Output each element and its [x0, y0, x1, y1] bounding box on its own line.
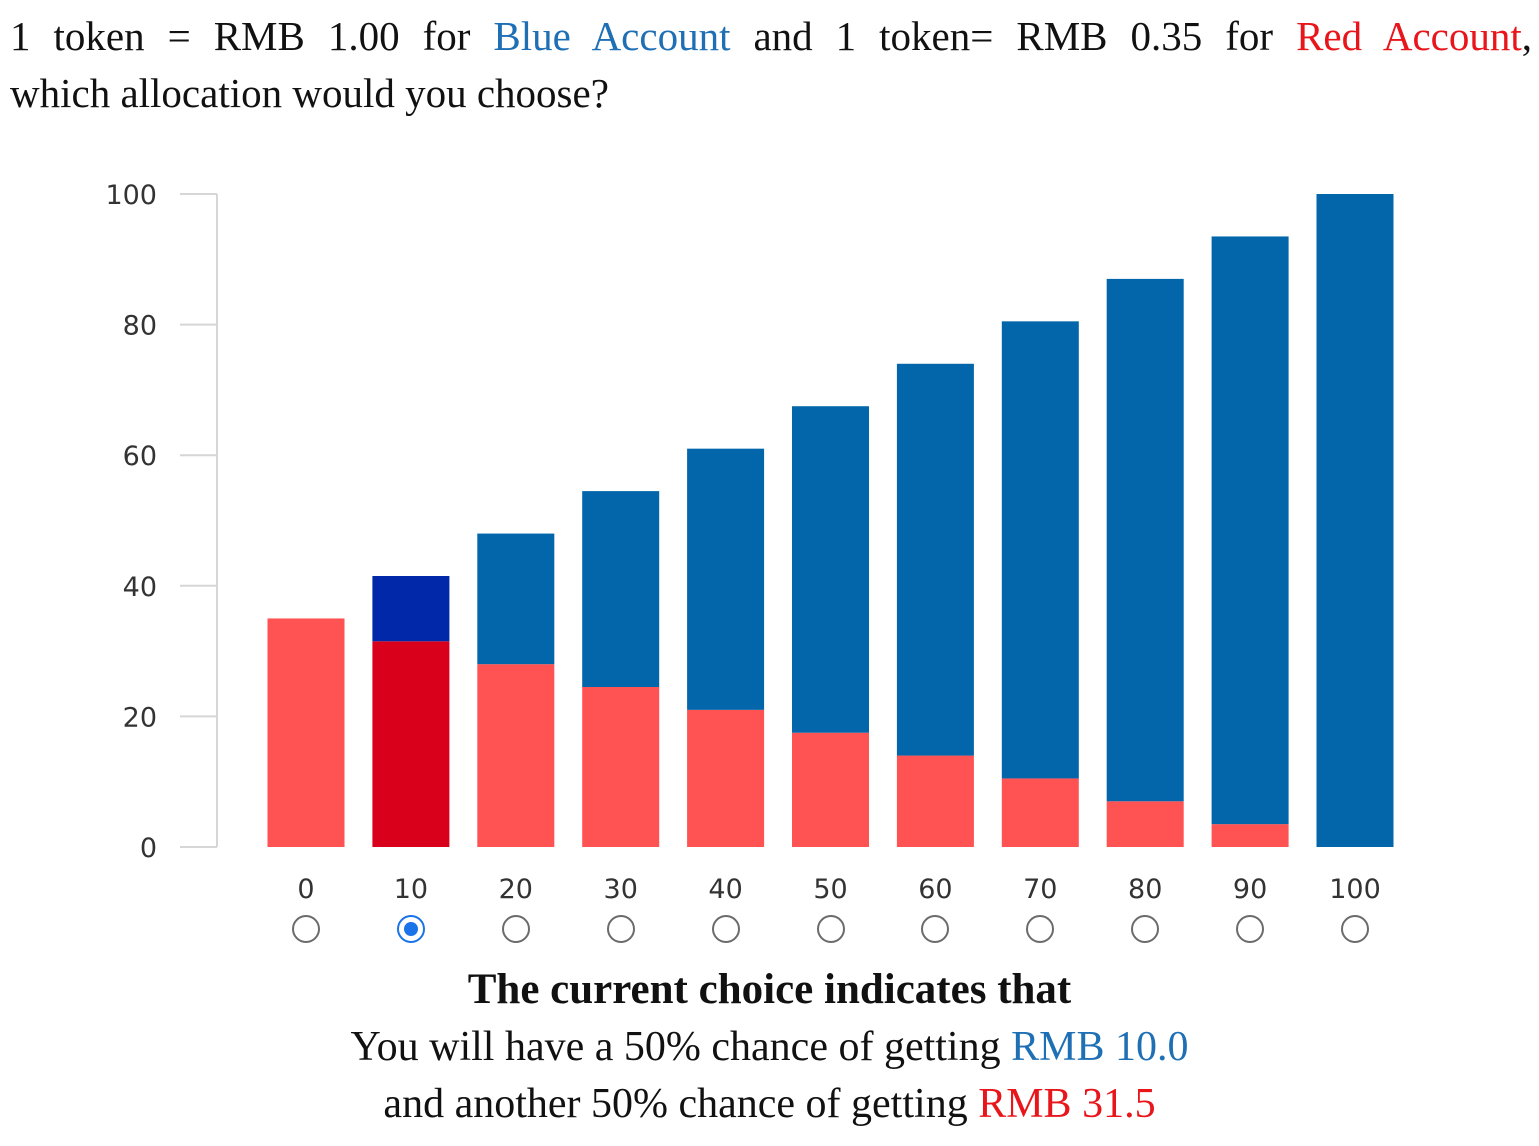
x-tick-label: 50: [813, 874, 847, 905]
question-part3: ,: [1521, 13, 1533, 59]
x-tick-label: 30: [604, 874, 638, 905]
summary-red-amount: RMB 31.5: [978, 1081, 1156, 1127]
allocation-radio-80[interactable]: [1131, 915, 1160, 943]
x-tick-label: 100: [1329, 874, 1381, 905]
y-tick-label: 0: [140, 833, 157, 864]
question-part1: 1 token = RMB 1.00 for: [10, 13, 494, 59]
allocation-radio-20[interactable]: [501, 915, 530, 943]
summary-line-2: and another 50% chance of getting RMB 31…: [0, 1076, 1539, 1132]
bar-blue-90: [1211, 236, 1289, 825]
allocation-radio-40[interactable]: [711, 915, 740, 943]
x-tick-label: 60: [918, 874, 952, 905]
bar-red-50: [792, 732, 869, 847]
y-tick-label: 60: [123, 441, 157, 472]
bar-blue-30: [582, 491, 660, 688]
summary-title: The current choice indicates that: [467, 966, 1072, 1013]
x-tick-label: 90: [1233, 874, 1267, 905]
question-part2: and 1 token= RMB 0.35 for: [730, 13, 1297, 59]
x-tick-label: 40: [708, 874, 742, 905]
question-text: 1 token = RMB 1.00 for Blue Account and …: [10, 8, 1532, 122]
x-tick-label: 0: [297, 874, 314, 905]
y-tick-label: 20: [123, 702, 157, 733]
x-tick-label: 70: [1023, 874, 1057, 905]
allocation-radio-70[interactable]: [1026, 915, 1055, 943]
bar-red-90: [1211, 824, 1289, 847]
bar-blue-80: [1106, 278, 1184, 802]
allocation-radio-60[interactable]: [921, 915, 950, 943]
bar-red-20: [477, 664, 555, 847]
allocation-radio-30[interactable]: [606, 915, 635, 943]
bar-blue-20: [477, 533, 555, 665]
allocation-radio-100[interactable]: [1341, 915, 1369, 943]
allocation-radio-group: [0, 910, 1539, 950]
y-tick-label: 100: [105, 180, 157, 211]
summary-blue-amount: RMB 10.0: [1011, 1024, 1189, 1070]
bar-red-40: [687, 709, 765, 847]
allocation-radio-10[interactable]: [396, 915, 425, 943]
red-account-label: Red Account: [1296, 13, 1522, 59]
question-line2: which allocation would you choose?: [10, 70, 609, 116]
bar-blue-100: [1316, 194, 1394, 847]
y-tick-label: 80: [123, 311, 157, 342]
bar-blue-70: [1001, 321, 1079, 779]
allocation-radio-50[interactable]: [816, 915, 845, 943]
bar-blue-50: [792, 406, 869, 733]
y-tick-label: 40: [123, 572, 157, 603]
bar-red-70: [1001, 778, 1079, 847]
allocation-radio-0[interactable]: [292, 915, 320, 943]
bar-red-0: [267, 618, 345, 847]
bar-red-10: [372, 641, 450, 847]
summary-line-1: You will have a 50% chance of getting RM…: [0, 1019, 1539, 1075]
bar-blue-10: [372, 576, 450, 642]
x-tick-label: 20: [499, 874, 533, 905]
bar-red-30: [582, 687, 660, 847]
bar-red-80: [1106, 801, 1184, 847]
bar-red-60: [896, 755, 974, 847]
summary-line1-prefix: You will have a 50% chance of getting: [350, 1024, 1012, 1070]
bar-blue-60: [896, 363, 974, 756]
x-tick-label: 10: [394, 874, 428, 905]
allocation-radio-90[interactable]: [1236, 915, 1265, 943]
bar-blue-40: [687, 448, 765, 710]
x-tick-label: 80: [1128, 874, 1162, 905]
blue-account-label: Blue Account: [493, 13, 731, 59]
allocation-chart: 0 20 40 60 80 100 0 10 20 30 40 50 60 70 80 90 100: [105, 180, 1394, 905]
summary-line2-prefix: and another 50% chance of getting: [383, 1081, 979, 1127]
